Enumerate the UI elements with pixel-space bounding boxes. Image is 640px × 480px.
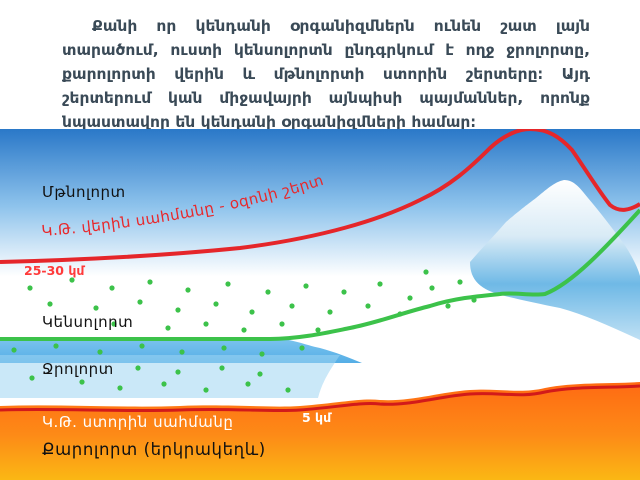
biosphere-label: Կենսոլորտ (42, 313, 134, 331)
water-lower (0, 355, 340, 398)
ozone-boundary-line-right (529, 129, 640, 212)
biosphere-boundary-line (0, 208, 640, 341)
hydrosphere-label: Ջրոլորտ (42, 360, 114, 378)
lower-depth-label: 5 կմ (302, 410, 332, 425)
intro-paragraph: Քանի որ կենդանի օրգանիզմներն ունեն շատ լ… (62, 17, 590, 131)
biosphere-diagram: Կ.Թ. վերին սահմանը - օզոնի շերտ (0, 129, 640, 480)
mountain (470, 180, 640, 340)
lower-boundary-label: Կ.Թ. ստորին սահմանը (42, 413, 234, 431)
upper-height-label: 25-30 կմ (24, 263, 85, 278)
organism-dots (11, 269, 477, 393)
earth-crust (0, 382, 640, 480)
lower-boundary-line (0, 384, 640, 413)
lithosphere-label: Քարոլորտ (երկրակեղև) (42, 440, 266, 459)
atmosphere-label: Մթնոլորտ (42, 183, 126, 201)
ozone-boundary-line-left (0, 129, 531, 264)
